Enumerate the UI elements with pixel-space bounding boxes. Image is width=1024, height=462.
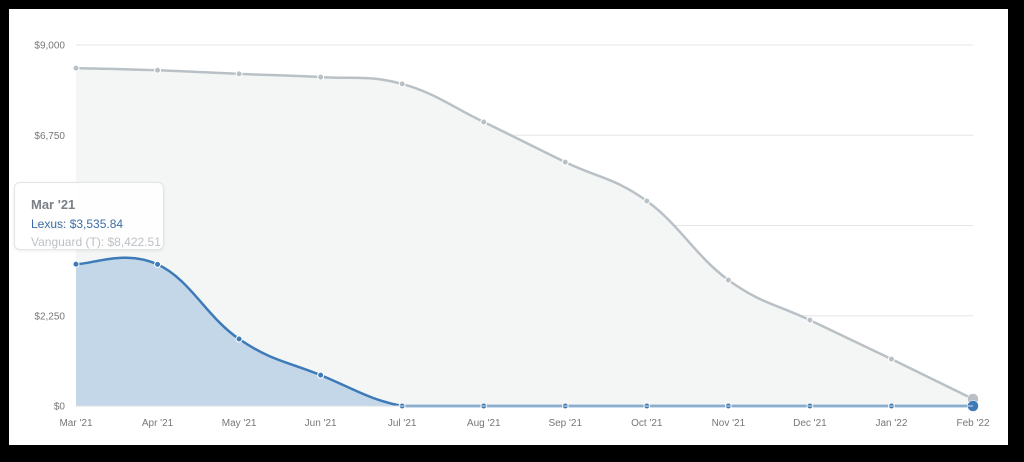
series-area — [76, 257, 973, 406]
data-point[interactable] — [235, 335, 243, 343]
x-axis-label: May '21 — [222, 418, 257, 429]
series-vanguard — [72, 64, 979, 407]
y-axis-label: $0 — [54, 402, 66, 413]
x-axis-label: Feb '22 — [956, 418, 989, 429]
data-point[interactable] — [806, 316, 814, 324]
data-point[interactable] — [72, 64, 80, 72]
x-axis-label: Mar '21 — [59, 418, 92, 429]
x-axis-label: Sep '21 — [548, 418, 582, 429]
data-point[interactable] — [154, 260, 162, 268]
x-axis-label: Nov '21 — [712, 418, 746, 429]
data-point[interactable] — [317, 73, 325, 81]
y-axis-label: $2,250 — [34, 311, 65, 322]
data-point[interactable] — [561, 158, 569, 166]
series-area — [76, 68, 973, 407]
x-axis-label: Jan '22 — [875, 418, 907, 429]
data-point[interactable] — [235, 70, 243, 78]
y-axis-label: $6,750 — [34, 131, 65, 142]
data-point[interactable] — [480, 118, 488, 126]
x-axis-label: Oct '21 — [631, 418, 663, 429]
data-point[interactable] — [398, 80, 406, 88]
x-axis-label: Dec '21 — [793, 418, 827, 429]
tooltip-vanguard-value: Vanguard (T): $8,422.51 — [31, 235, 161, 249]
tooltip-lexus-value: Lexus: $3,535.84 — [31, 217, 124, 231]
tooltip-title: Mar '21 — [31, 197, 76, 212]
data-point[interactable] — [643, 197, 651, 205]
data-point[interactable] — [724, 276, 732, 284]
data-point[interactable] — [887, 355, 895, 363]
data-point[interactable] — [72, 260, 80, 268]
x-axis-label: Aug '21 — [467, 418, 501, 429]
chart-tooltip: Mar '21 Lexus: $3,535.84 Vanguard (T): $… — [14, 182, 164, 250]
data-point[interactable] — [317, 371, 325, 379]
x-axis-label: Apr '21 — [142, 418, 174, 429]
x-axis-label: Jun '21 — [305, 418, 337, 429]
data-point[interactable] — [154, 66, 162, 74]
x-axis-label: Jul '21 — [388, 418, 417, 429]
y-axis-label: $9,000 — [34, 41, 65, 52]
series-line — [75, 66, 974, 401]
